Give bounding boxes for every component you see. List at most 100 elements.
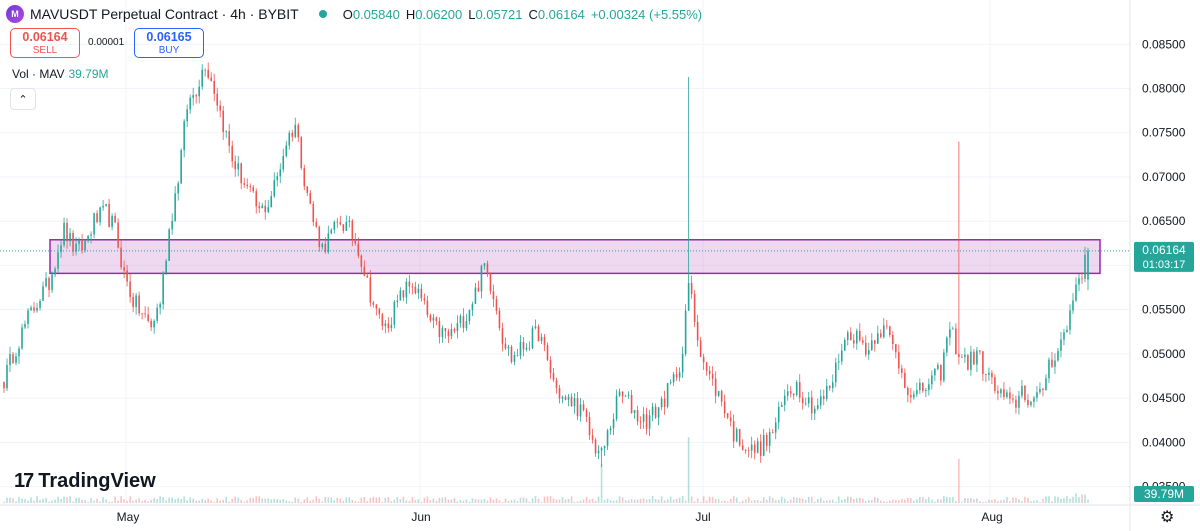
volume-bar [1072, 496, 1074, 503]
candle-body [1084, 254, 1086, 279]
candle-body [270, 196, 273, 208]
buy-button[interactable]: 0.06165 BUY [134, 28, 204, 58]
volume-bar [696, 498, 699, 503]
candle-body [988, 372, 990, 375]
volume-bar [291, 501, 294, 503]
candle-body [681, 353, 684, 373]
candle-body [621, 391, 624, 397]
symbol-title[interactable]: MAVUSDT Perpetual Contract · 4h · BYBIT [30, 6, 299, 22]
resistance-zone [49, 239, 1101, 275]
volume-bar [309, 500, 312, 503]
candle-body [528, 347, 531, 349]
volume-bar [591, 498, 594, 503]
volume-bar [946, 496, 948, 503]
candle-body [141, 313, 143, 315]
candle-body [243, 183, 246, 185]
volume-bar [585, 496, 588, 503]
volume-bar [741, 500, 744, 503]
volume-bar [705, 500, 708, 503]
volume-bar [928, 497, 930, 503]
candle-body [189, 97, 191, 110]
candle-body [810, 397, 813, 414]
volume-bar [907, 497, 909, 503]
candle-body [66, 222, 68, 242]
gear-icon[interactable]: ⚙ [1160, 509, 1175, 526]
y-tick-label: 0.06500 [1142, 214, 1186, 228]
volume-bar [1084, 494, 1086, 503]
candle-body [501, 328, 504, 344]
volume-bar [750, 500, 753, 503]
collapse-legend-button[interactable]: ⌃ [10, 88, 36, 110]
volume-bar [1033, 500, 1035, 503]
candle-body [928, 384, 930, 390]
volume-bar [282, 499, 285, 503]
candle-body [837, 361, 840, 363]
candle-body [961, 357, 963, 358]
volume-bar [456, 501, 459, 503]
volume-bar [210, 500, 212, 503]
y-tick-label: 0.04500 [1142, 391, 1186, 405]
volume-bar [895, 499, 897, 503]
volume-bar [219, 500, 221, 503]
volume-bar [198, 500, 200, 503]
volume-bar [967, 498, 969, 503]
candle-body [300, 137, 303, 169]
tradingview-wordmark: TradingView [38, 470, 156, 492]
price-tags: 0.06164 01:03:17 39.79M [0, 241, 1194, 502]
volume-bar [150, 499, 152, 503]
candle-body [573, 397, 576, 407]
volume-bar [1027, 497, 1029, 503]
candle-body [234, 161, 237, 170]
volume-bar [738, 501, 741, 503]
volume-bar [813, 501, 816, 503]
volume-bar [294, 497, 297, 503]
volume-bar [324, 496, 327, 503]
volume-bar [693, 501, 696, 503]
candle-body [1060, 339, 1062, 351]
low-value: 0.05721 [475, 6, 523, 22]
candle-body [345, 221, 348, 231]
volume-bar [648, 499, 651, 503]
candle-body [411, 286, 414, 288]
tradingview-logo[interactable]: 17 TradingView [14, 470, 156, 493]
volume-bar [1075, 493, 1077, 503]
volume-bar [579, 500, 582, 503]
candle-body [666, 383, 669, 407]
candle-body [880, 333, 882, 337]
candle-body [18, 348, 20, 357]
volume-bar [468, 501, 471, 503]
volume-bar [426, 496, 429, 503]
volume-bar [943, 496, 945, 503]
candle-body [456, 323, 459, 332]
buy-price: 0.06165 [146, 30, 192, 44]
candle-body [375, 304, 378, 309]
candle-body [120, 247, 122, 268]
volume-bar [258, 496, 261, 503]
candle-body [1072, 300, 1074, 311]
volume-bar [270, 499, 273, 503]
volume-legend[interactable]: Vol · MAV 39.79M [12, 67, 109, 81]
volume-bar [387, 497, 390, 503]
volume-bar [594, 500, 597, 503]
candle-body [702, 356, 705, 363]
y-tick-label: 0.05000 [1142, 347, 1186, 361]
volume-bar [1015, 497, 1017, 503]
volume-bar [964, 498, 966, 503]
volume-bar [883, 501, 885, 503]
volume-bar [889, 500, 891, 503]
volume-bar [1063, 498, 1065, 503]
candle-body [30, 307, 32, 311]
volume-bar [330, 497, 333, 503]
volume-bar [273, 498, 276, 503]
candle-body [252, 187, 255, 192]
volume-bar [531, 498, 534, 503]
volume-bar [60, 499, 62, 503]
candle-body [534, 326, 537, 329]
sell-button[interactable]: 0.06164 SELL [10, 28, 80, 58]
candle-body [919, 382, 921, 391]
volume-bar [880, 500, 882, 503]
candle-body [585, 410, 588, 418]
candle-body [747, 450, 750, 452]
candle-body [1054, 360, 1056, 367]
